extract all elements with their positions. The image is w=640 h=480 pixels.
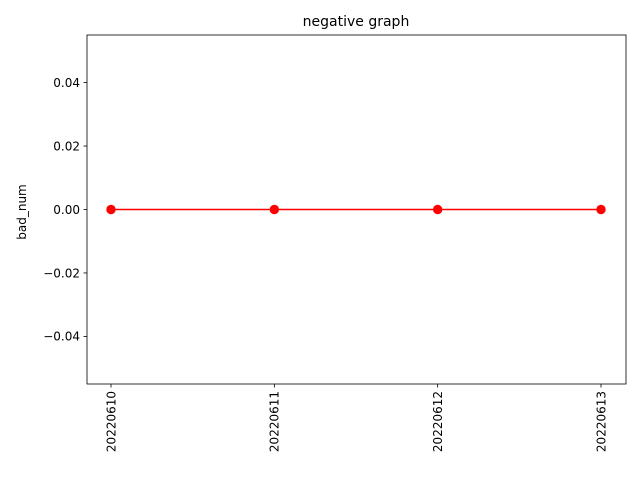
data-point <box>596 204 606 215</box>
y-tick-label: 0.04 <box>53 76 80 90</box>
y-tick-label: −0.04 <box>43 330 80 344</box>
y-axis-label: bad_num <box>15 184 29 240</box>
x-tick-label: 20220610 <box>104 391 118 452</box>
plot-area: −0.04 −0.02 0.00 0.02 0.04 20220610 20220611 20… <box>43 34 627 452</box>
data-point <box>106 204 116 215</box>
data-point <box>432 204 443 215</box>
x-tick-label: 20220613 <box>594 391 608 452</box>
y-tick-label: 0.00 <box>53 203 80 217</box>
y-tick-label: −0.02 <box>43 266 80 280</box>
data-point <box>269 204 280 215</box>
chart-title: negative graph <box>303 14 410 30</box>
y-tick-label: 0.02 <box>53 139 80 153</box>
x-tick-label: 20220611 <box>268 391 282 452</box>
x-tick-label: 20220612 <box>431 391 445 452</box>
